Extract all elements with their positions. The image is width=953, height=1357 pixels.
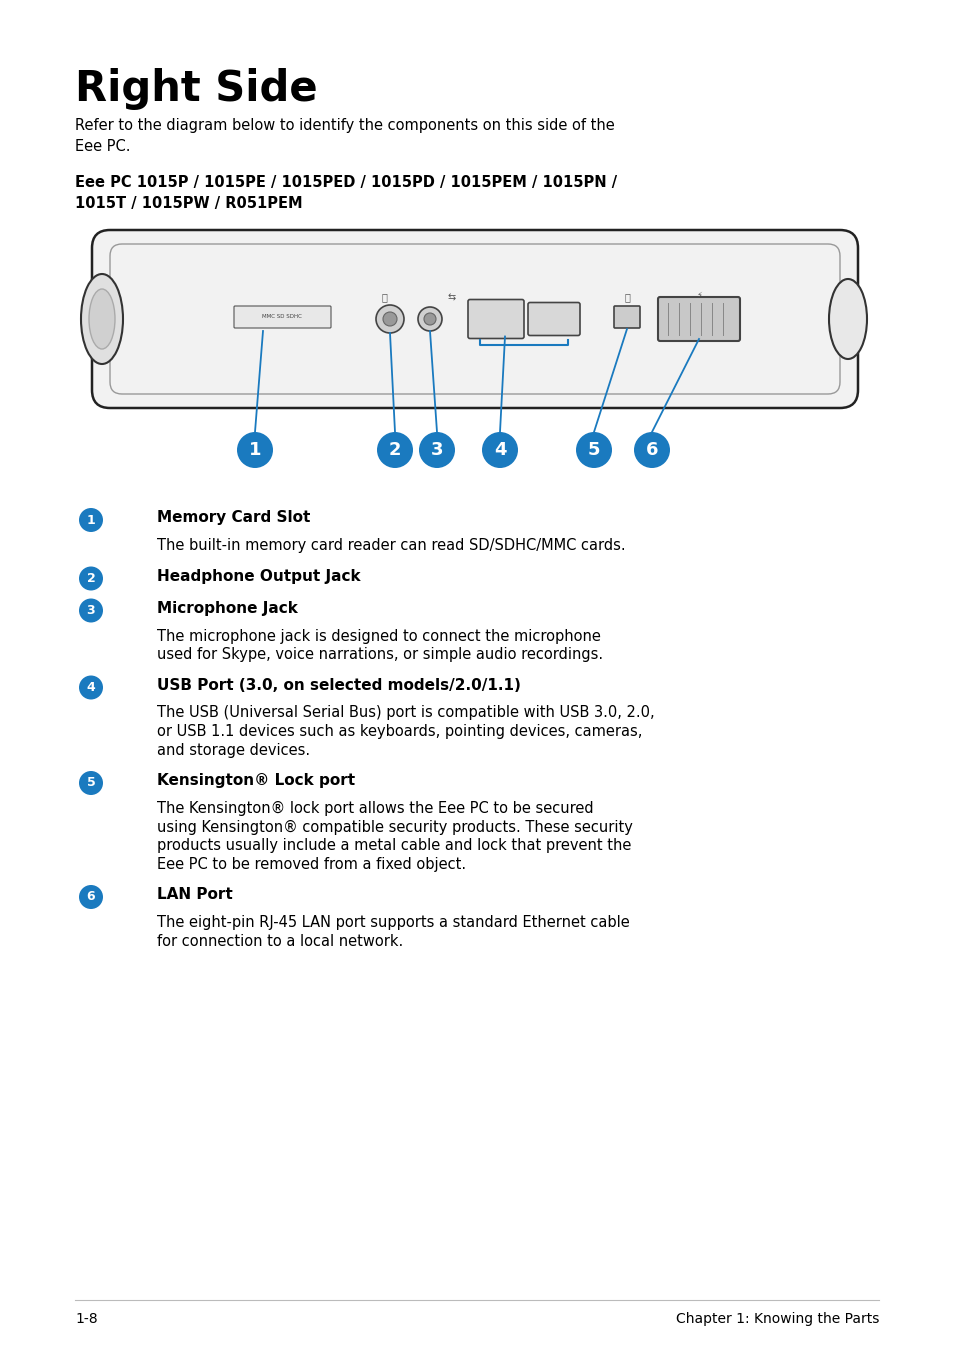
- Text: used for Skype, voice narrations, or simple audio recordings.: used for Skype, voice narrations, or sim…: [157, 647, 602, 662]
- Text: Microphone Jack: Microphone Jack: [157, 601, 297, 616]
- Circle shape: [79, 598, 103, 623]
- Text: 5: 5: [587, 441, 599, 459]
- Circle shape: [375, 305, 403, 332]
- Circle shape: [382, 312, 396, 326]
- Text: ⚡: ⚡: [696, 290, 701, 300]
- Circle shape: [418, 432, 455, 468]
- Circle shape: [576, 432, 612, 468]
- Text: ⭣: ⭣: [380, 292, 387, 303]
- Text: Chapter 1: Knowing the Parts: Chapter 1: Knowing the Parts: [675, 1312, 878, 1326]
- Text: Memory Card Slot: Memory Card Slot: [157, 510, 310, 525]
- Text: 1: 1: [87, 513, 95, 527]
- Text: 5: 5: [87, 776, 95, 790]
- Text: 3: 3: [87, 604, 95, 617]
- Text: Eee PC to be removed from a fixed object.: Eee PC to be removed from a fixed object…: [157, 856, 466, 871]
- Text: Headphone Output Jack: Headphone Output Jack: [157, 569, 360, 584]
- Text: 4: 4: [494, 441, 506, 459]
- Ellipse shape: [89, 289, 115, 349]
- Text: for connection to a local network.: for connection to a local network.: [157, 934, 403, 949]
- Circle shape: [79, 771, 103, 795]
- Text: The microphone jack is designed to connect the microphone: The microphone jack is designed to conne…: [157, 628, 600, 643]
- FancyBboxPatch shape: [614, 305, 639, 328]
- Text: 6: 6: [87, 890, 95, 904]
- Text: LAN Port: LAN Port: [157, 887, 233, 902]
- FancyBboxPatch shape: [233, 305, 331, 328]
- Text: 6: 6: [645, 441, 658, 459]
- Text: 2: 2: [87, 573, 95, 585]
- Circle shape: [423, 313, 436, 324]
- Circle shape: [79, 676, 103, 699]
- Ellipse shape: [81, 274, 123, 364]
- Text: Refer to the diagram below to identify the components on this side of the
Eee PC: Refer to the diagram below to identify t…: [75, 118, 614, 153]
- Text: 1-8: 1-8: [75, 1312, 97, 1326]
- Text: using Kensington® compatible security products. These security: using Kensington® compatible security pr…: [157, 820, 632, 835]
- FancyBboxPatch shape: [91, 229, 857, 408]
- Circle shape: [481, 432, 517, 468]
- Text: MMC SD SDHC: MMC SD SDHC: [262, 315, 301, 319]
- Text: 3: 3: [431, 441, 443, 459]
- Text: The Kensington® lock port allows the Eee PC to be secured: The Kensington® lock port allows the Eee…: [157, 801, 593, 816]
- Text: Right Side: Right Side: [75, 68, 317, 110]
- Circle shape: [376, 432, 413, 468]
- FancyBboxPatch shape: [527, 303, 579, 335]
- Text: 2: 2: [388, 441, 401, 459]
- Text: The eight-pin RJ-45 LAN port supports a standard Ethernet cable: The eight-pin RJ-45 LAN port supports a …: [157, 915, 629, 930]
- Circle shape: [79, 566, 103, 590]
- Text: 1: 1: [249, 441, 261, 459]
- Text: The USB (Universal Serial Bus) port is compatible with USB 3.0, 2.0,: The USB (Universal Serial Bus) port is c…: [157, 706, 654, 721]
- Text: and storage devices.: and storage devices.: [157, 742, 310, 757]
- Circle shape: [236, 432, 273, 468]
- Text: ⇆: ⇆: [448, 292, 456, 303]
- Circle shape: [417, 307, 441, 331]
- Text: USB Port (3.0, on selected models/2.0/1.1): USB Port (3.0, on selected models/2.0/1.…: [157, 677, 520, 692]
- Text: 4: 4: [87, 681, 95, 693]
- Text: or USB 1.1 devices such as keyboards, pointing devices, cameras,: or USB 1.1 devices such as keyboards, po…: [157, 725, 641, 740]
- FancyBboxPatch shape: [658, 297, 740, 341]
- Circle shape: [79, 508, 103, 532]
- Text: Kensington® Lock port: Kensington® Lock port: [157, 773, 355, 788]
- Circle shape: [634, 432, 669, 468]
- FancyBboxPatch shape: [468, 300, 523, 338]
- Text: products usually include a metal cable and lock that prevent the: products usually include a metal cable a…: [157, 839, 631, 854]
- Ellipse shape: [828, 280, 866, 360]
- Circle shape: [79, 885, 103, 909]
- Text: The built-in memory card reader can read SD/SDHC/MMC cards.: The built-in memory card reader can read…: [157, 537, 625, 554]
- Text: : : [623, 292, 629, 303]
- Text: Eee PC 1015P / 1015PE / 1015PED / 1015PD / 1015PEM / 1015PN /
1015T / 1015PW / R: Eee PC 1015P / 1015PE / 1015PED / 1015PD…: [75, 175, 617, 210]
